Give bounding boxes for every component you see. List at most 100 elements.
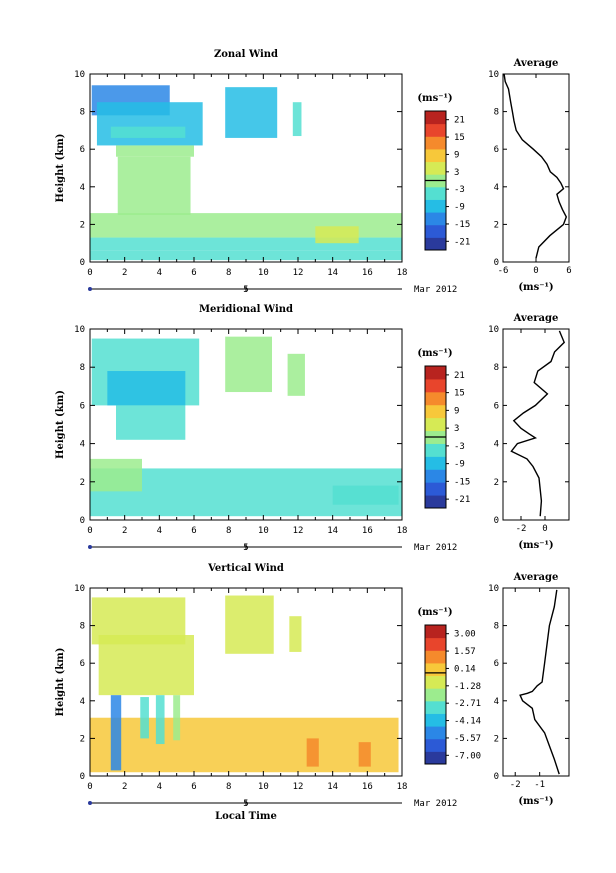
- x-tick-label: 16: [362, 526, 373, 536]
- date-suffix: Mar 2012: [414, 799, 457, 809]
- profile-line: [503, 73, 568, 259]
- profile-y-tick-label: 0: [494, 258, 499, 268]
- colorbar-tick-label: -3: [454, 442, 465, 452]
- colorbar-swatch: [425, 662, 446, 677]
- profile-y-tick-label: 6: [494, 659, 499, 669]
- y-tick-label: 6: [80, 401, 85, 411]
- x-tick-label: 14: [327, 526, 338, 536]
- profile-title: Average: [513, 572, 559, 583]
- x-tick-label: 16: [362, 268, 373, 278]
- colorbar-swatch: [425, 469, 446, 483]
- profile-y-tick-label: 10: [488, 325, 499, 335]
- heatmap-cell: [292, 102, 302, 137]
- y-axis-label: Height (km): [55, 134, 66, 203]
- heatmap-cell: [315, 226, 359, 244]
- x-tick-label: 0: [87, 782, 92, 792]
- colorbar-unit: (ms⁻¹): [417, 348, 452, 359]
- colorbar-tick-label: 3.00: [454, 630, 476, 640]
- x-tick-label: 2: [122, 782, 127, 792]
- colorbar-swatch: [425, 212, 446, 226]
- colorbar-swatch: [425, 186, 446, 200]
- date-label: 5: [243, 285, 248, 295]
- profile-y-tick-label: 8: [494, 108, 499, 118]
- heatmap-cell: [116, 405, 186, 440]
- x-tick-label: 14: [327, 782, 338, 792]
- date-suffix: Mar 2012: [414, 543, 457, 553]
- x-tick-label: 12: [293, 268, 304, 278]
- x-tick-label: 14: [327, 268, 338, 278]
- colorbar-tick-label: 0.14: [454, 664, 476, 674]
- y-tick-label: 0: [80, 516, 85, 526]
- y-tick-label: 4: [80, 183, 85, 193]
- profile-y-tick-label: 6: [494, 401, 499, 411]
- colorbar-swatch: [425, 378, 446, 393]
- heatmap-cell: [117, 156, 191, 215]
- profile-y-tick-label: 2: [494, 734, 499, 744]
- colorbar-swatch: [425, 751, 446, 765]
- heatmap-cell: [116, 145, 194, 157]
- profile-y-tick-label: 6: [494, 145, 499, 155]
- y-tick-label: 8: [80, 622, 85, 632]
- colorbar-swatch: [425, 688, 446, 702]
- heatmap-cell: [110, 695, 122, 771]
- profile-line: [510, 330, 566, 517]
- profile-title: Average: [513, 313, 559, 324]
- colorbar-tick-label: -15: [454, 220, 470, 230]
- colorbar-swatch: [425, 224, 446, 238]
- heatmap-cell: [90, 250, 402, 261]
- profile-y-tick-label: 10: [488, 584, 499, 594]
- y-tick-label: 6: [80, 145, 85, 155]
- heatmap-cell: [110, 126, 186, 138]
- colorbar-swatch: [425, 482, 446, 496]
- date-suffix: Mar 2012: [414, 285, 457, 295]
- colorbar-swatch: [425, 650, 446, 664]
- profile-y-tick-label: 0: [494, 516, 499, 526]
- colorbar-swatch: [425, 675, 446, 689]
- y-tick-label: 2: [80, 734, 85, 744]
- heatmap-cell: [289, 616, 302, 652]
- profile-x-tick-label: 6: [566, 266, 571, 276]
- profile-x-tick-label: -2: [510, 780, 521, 790]
- profile-frame: [502, 587, 570, 777]
- colorbar-tick-label: -1.28: [454, 682, 481, 692]
- x-tick-label: 10: [258, 526, 269, 536]
- colorbar-swatch: [425, 123, 446, 137]
- heatmap-cell: [358, 742, 371, 767]
- profile-y-tick-label: 10: [488, 70, 499, 80]
- x-tick-label: 10: [258, 268, 269, 278]
- colorbar-frame: [424, 624, 447, 765]
- colorbar-tick-label: 3: [454, 424, 459, 434]
- x-tick-label: 6: [191, 782, 196, 792]
- date-label: 5: [243, 799, 248, 809]
- profile-frame: [502, 328, 570, 521]
- colorbar-swatch: [425, 148, 446, 163]
- x-tick-label: 0: [87, 268, 92, 278]
- date-label: 5: [243, 543, 248, 553]
- colorbar-swatch: [425, 700, 446, 714]
- colorbar-swatch: [425, 136, 446, 150]
- y-tick-label: 8: [80, 363, 85, 373]
- heatmap-cell: [98, 635, 194, 696]
- profile-frame: [502, 73, 570, 263]
- x-tick-label: 10: [258, 782, 269, 792]
- y-tick-label: 8: [80, 108, 85, 118]
- colorbar-tick-label: -9: [454, 203, 465, 213]
- x-tick-label: 8: [226, 268, 231, 278]
- x-tick-label: 2: [122, 268, 127, 278]
- heatmap-cell: [332, 485, 399, 505]
- x-tick-label: 12: [293, 782, 304, 792]
- colorbar-tick-label: 1.57: [454, 647, 476, 657]
- panel-2: Vertical Wind 0 2 4 6 8 10 12 14 16 18 0 2 4 6 8 10 Heigh…: [55, 563, 570, 822]
- profile-y-tick-label: 4: [494, 440, 499, 450]
- colorbar-swatch: [425, 625, 446, 639]
- profile-x-tick-label: 0: [542, 524, 547, 534]
- colorbar-tick-label: -21: [454, 237, 470, 247]
- heatmap-cell: [155, 695, 165, 745]
- y-tick-label: 2: [80, 220, 85, 230]
- colorbar-tick-label: 3: [454, 168, 459, 178]
- heatmap-cell: [306, 738, 319, 767]
- x-tick-label: 6: [191, 268, 196, 278]
- profile-y-tick-label: 2: [494, 478, 499, 488]
- colorbar-tick-label: 9: [454, 406, 459, 416]
- x-tick-label: 6: [191, 526, 196, 536]
